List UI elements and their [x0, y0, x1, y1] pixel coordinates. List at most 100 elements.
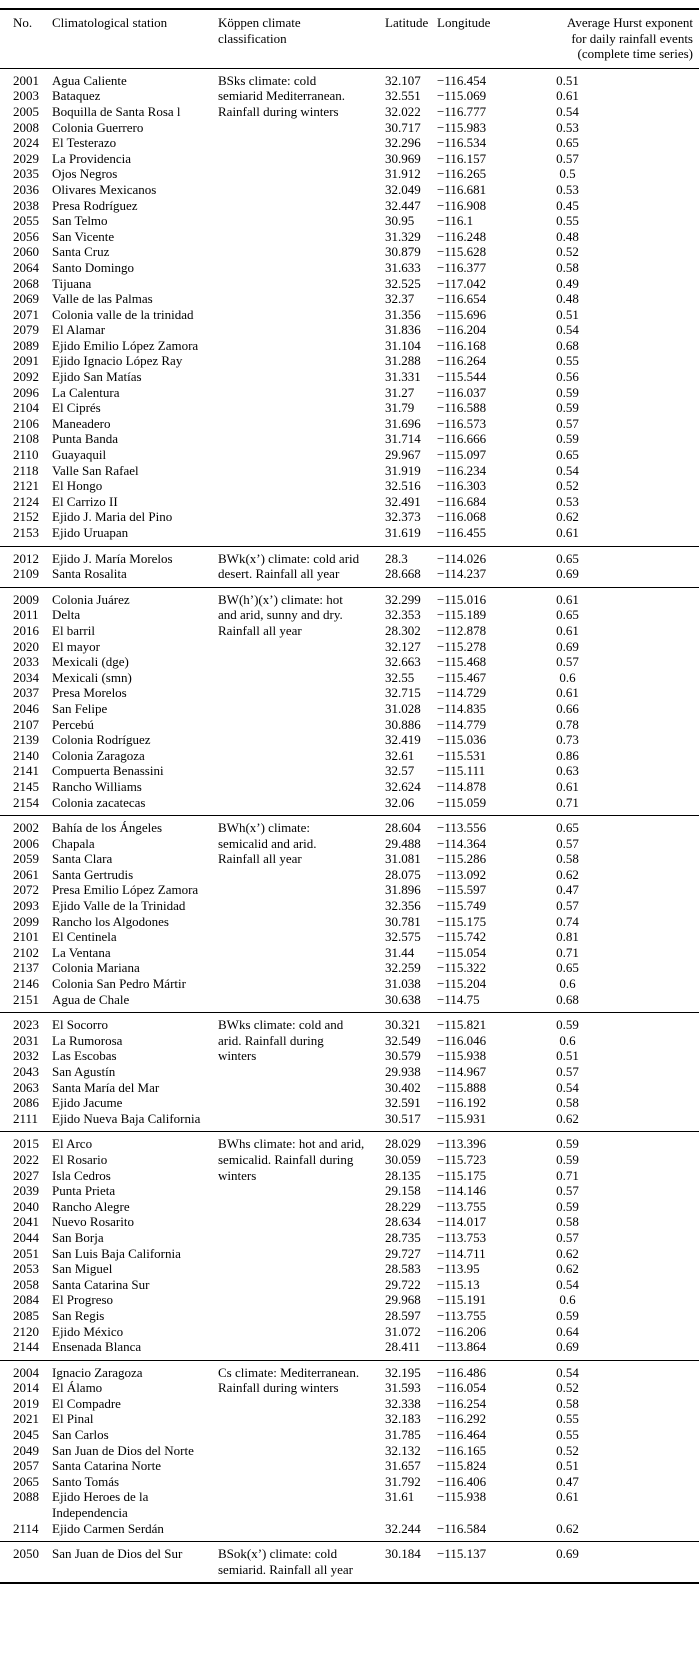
- hurst-exponent-cell: 0.58: [556, 259, 579, 275]
- station-number-cell: 2109: [13, 566, 39, 582]
- hurst-exponent-cell: 0.55: [556, 353, 579, 369]
- station-number-cell: 2038: [13, 197, 39, 213]
- station-number-cell: 2089: [13, 337, 39, 353]
- latitude-cell: 32.259: [385, 960, 421, 976]
- table-row: 2029 La Providencia 30.969 −116.157 0.57: [0, 151, 699, 167]
- longitude-cell: −116.234: [437, 462, 487, 478]
- latitude-cell: 32.447: [385, 197, 421, 213]
- table-row: 2096 La Calentura 31.27 −116.037 0.59: [0, 385, 699, 401]
- station-name-cell: Ojos Negros: [52, 166, 118, 182]
- table-row: 2107 Percebú 30.886 −114.779 0.78: [0, 717, 699, 733]
- hurst-exponent-cell: 0.65: [556, 447, 579, 463]
- station-number-cell: 2053: [13, 1261, 39, 1277]
- station-number-cell: 2016: [13, 622, 39, 638]
- table-row: 2145 Rancho Williams 32.624 −114.878 0.61: [0, 779, 699, 795]
- longitude-cell: −115.175: [437, 1167, 487, 1183]
- latitude-cell: 31.785: [385, 1427, 421, 1443]
- latitude-cell: 32.06: [385, 794, 415, 810]
- station-name-cell: La Calentura: [52, 384, 120, 400]
- station-name-cell: El Hongo: [52, 478, 103, 494]
- latitude-cell: 31.714: [385, 431, 421, 447]
- longitude-cell: −114.779: [437, 716, 487, 732]
- hurst-exponent-cell: 0.6: [559, 1292, 576, 1308]
- station-name-cell: Santa Catarina Norte: [52, 1458, 162, 1474]
- longitude-cell: −116.292: [437, 1411, 487, 1427]
- hurst-exponent-cell: 0.58: [556, 1095, 579, 1111]
- latitude-cell: 28.604: [385, 820, 421, 836]
- hurst-exponent-cell: 0.59: [556, 431, 579, 447]
- longitude-cell: −115.696: [437, 306, 487, 322]
- table-row: 2140 Colonia Zaragoza 32.61 −115.531 0.86: [0, 748, 699, 764]
- climate-section-3: 2009 Colonia Juárez BW(h’)(x’) climate: ho…: [0, 587, 699, 815]
- hurst-exponent-cell: 0.58: [556, 851, 579, 867]
- station-number-cell: 2118: [13, 462, 39, 478]
- station-name-cell: Agua de Chale: [52, 991, 130, 1007]
- table-row: 2063 Santa María del Mar 30.402 −115.888 0.5…: [0, 1080, 699, 1096]
- latitude-cell: 28.302: [385, 622, 421, 638]
- station-number-cell: 2060: [13, 244, 39, 260]
- longitude-cell: −116.037: [437, 384, 487, 400]
- longitude-cell: −115.059: [437, 794, 487, 810]
- longitude-cell: −115.054: [437, 944, 487, 960]
- station-name-cell: Ejido Emilio López Zamora: [52, 337, 199, 353]
- station-number-cell: 2108: [13, 431, 39, 447]
- latitude-cell: 28.735: [385, 1229, 421, 1245]
- station-name-cell: Punta Banda: [52, 431, 119, 447]
- station-number-cell: 2144: [13, 1339, 39, 1355]
- station-number-cell: 2037: [13, 685, 39, 701]
- station-number-cell: 2152: [13, 509, 39, 525]
- station-name-cell: Isla Cedros: [52, 1167, 111, 1183]
- longitude-cell: −115.13: [437, 1276, 480, 1292]
- station-number-cell: 2114: [13, 1520, 39, 1536]
- station-number-cell: 2029: [13, 150, 39, 166]
- koppen-classification-cell: BWks climate: cold and arid. Rainfall du…: [218, 1017, 344, 1064]
- station-number-cell: 2124: [13, 493, 39, 509]
- hurst-exponent-cell: 0.62: [556, 1520, 579, 1536]
- table-row: 2101 El Centinela 32.575 −115.742 0.81: [0, 929, 699, 945]
- station-name-cell: Colonia Zaragoza: [52, 747, 145, 763]
- longitude-cell: −115.723: [437, 1151, 487, 1167]
- station-number-cell: 2141: [13, 763, 39, 779]
- hurst-exponent-cell: 0.59: [556, 1198, 579, 1214]
- station-name-cell: El barril: [52, 622, 95, 638]
- hurst-exponent-cell: 0.55: [556, 213, 579, 229]
- latitude-cell: 32.525: [385, 275, 421, 291]
- station-number-cell: 2102: [13, 944, 39, 960]
- table-row: 2057 Santa Catarina Norte 31.657 −115.824 0.…: [0, 1458, 699, 1474]
- station-name-cell: El Compadre: [52, 1395, 121, 1411]
- station-number-cell: 2046: [13, 700, 39, 716]
- latitude-cell: 31.633: [385, 259, 421, 275]
- hurst-exponent-cell: 0.68: [556, 991, 579, 1007]
- latitude-cell: 29.488: [385, 835, 421, 851]
- station-number-cell: 2099: [13, 913, 39, 929]
- hurst-exponent-cell: 0.69: [556, 638, 579, 654]
- hurst-exponent-cell: 0.62: [556, 1261, 579, 1277]
- station-number-cell: 2061: [13, 866, 39, 882]
- hurst-exponent-cell: 0.6: [559, 669, 576, 685]
- station-name-cell: Mexicali (smn): [52, 669, 132, 685]
- longitude-cell: −116.192: [437, 1095, 487, 1111]
- koppen-classification-cell: BWh(x’) climate: semicalid and arid. Rai…: [218, 820, 317, 867]
- hurst-exponent-cell: 0.62: [556, 866, 579, 882]
- table-row: 2106 Maneadero 31.696 −116.573 0.57: [0, 416, 699, 432]
- climate-section-1: 2001 Agua Caliente BSks climate: cold semi…: [0, 68, 699, 546]
- station-name-cell: Colonia Juárez: [52, 591, 130, 607]
- longitude-cell: −115.821: [437, 1017, 487, 1033]
- latitude-cell: 32.624: [385, 778, 421, 794]
- station-name-cell: Valle San Rafael: [52, 462, 139, 478]
- hurst-exponent-cell: 0.69: [556, 566, 579, 582]
- table-row: 2012 Ejido J. María Morelos BWk(x’) climat…: [0, 546, 699, 582]
- table-row: 2019 El Compadre 32.338 −116.254 0.58: [0, 1396, 699, 1412]
- hurst-exponent-cell: 0.57: [556, 1183, 579, 1199]
- hurst-exponent-cell: 0.65: [556, 135, 579, 151]
- station-name-cell: Colonia zacatecas: [52, 794, 146, 810]
- latitude-cell: 32.353: [385, 607, 421, 623]
- table-row: 2043 San Agustín 29.938 −114.967 0.57: [0, 1064, 699, 1080]
- station-name-cell: Santa Gertrudis: [52, 866, 134, 882]
- latitude-cell: 32.419: [385, 732, 421, 748]
- longitude-cell: −115.322: [437, 960, 487, 976]
- hurst-exponent-cell: 0.61: [556, 778, 579, 794]
- table-row: 2085 San Regis 28.597 −113.755 0.59: [0, 1308, 699, 1324]
- table-row: 2033 Mexicali (dge) 32.663 −115.468 0.57: [0, 654, 699, 670]
- hurst-exponent-cell: 0.53: [556, 493, 579, 509]
